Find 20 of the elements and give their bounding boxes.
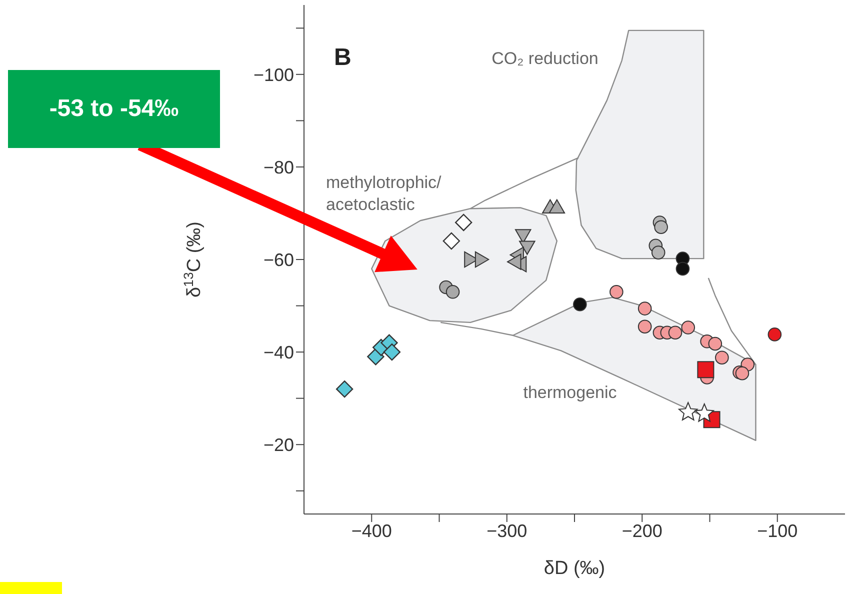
point — [768, 328, 782, 342]
annotation: B — [334, 44, 352, 71]
y-tick-label: −80 — [263, 157, 294, 178]
x-tick-label: −300 — [486, 520, 528, 541]
annotation: CO₂ reduction — [492, 49, 598, 68]
annotation: methylotrophic/ acetoclastic — [326, 173, 442, 214]
x-tick-label: −400 — [351, 520, 392, 541]
y-tick-label: −60 — [263, 250, 294, 270]
x-axis-title: δD (‰) — [544, 558, 606, 579]
y-tick-label: −20 — [263, 434, 294, 455]
y-tick-label: −100 — [253, 64, 294, 85]
x-tick-label: −100 — [757, 520, 798, 541]
x-tick-label: −200 — [622, 520, 662, 541]
point — [610, 284, 624, 299]
y-tick-label: −40 — [263, 342, 294, 362]
point — [676, 262, 690, 276]
point — [336, 380, 354, 398]
annotation: thermogenic — [523, 383, 618, 402]
text: -53 to -54‰ — [8, 70, 220, 148]
point — [383, 343, 401, 361]
